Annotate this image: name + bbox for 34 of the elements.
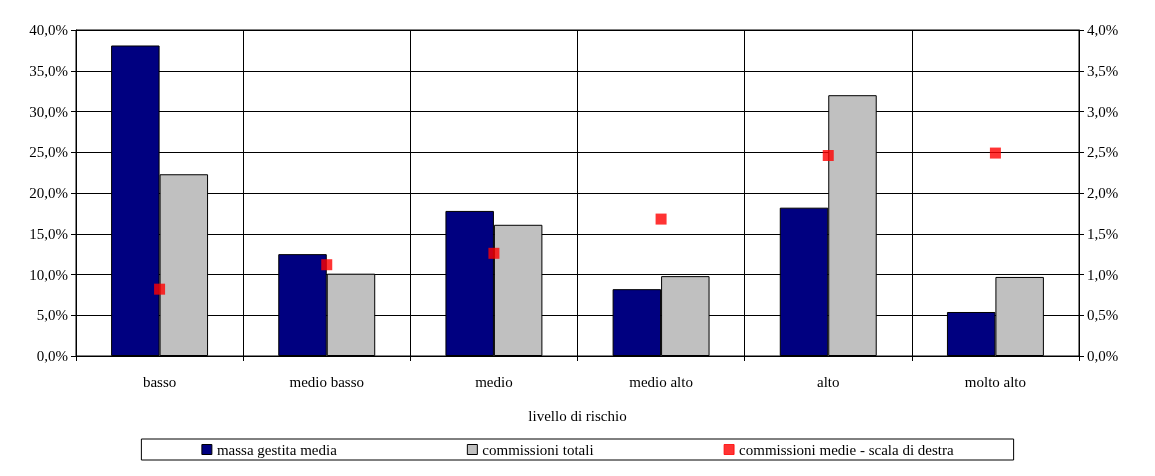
y2-tick-label: 2,0% bbox=[1087, 185, 1119, 201]
y2-tick-label: 1,0% bbox=[1087, 266, 1119, 283]
y2-tick-label: 3,0% bbox=[1087, 103, 1119, 120]
y-tick-label: 25,0% bbox=[29, 144, 68, 161]
y2-tick-label: 3,5% bbox=[1087, 62, 1119, 79]
y2-tick-label: 4,0% bbox=[1087, 22, 1119, 38]
legend-label: commissioni medie - scala di destra bbox=[739, 441, 954, 458]
x-tick-label: basso bbox=[142, 373, 177, 390]
x-tick-label: medio bbox=[475, 373, 513, 390]
x-axis-title: livello di rischio bbox=[528, 407, 627, 424]
y2-tick-label: 2,5% bbox=[1087, 144, 1119, 161]
y-tick-label: 5,0% bbox=[36, 307, 68, 324]
point bbox=[822, 150, 834, 162]
y-tick-label: 30,0% bbox=[29, 103, 68, 120]
x-tick-label: medio basso bbox=[289, 373, 365, 390]
x-tick-label: alto bbox=[817, 373, 840, 390]
y-tick-label: 20,0% bbox=[29, 185, 68, 201]
point bbox=[989, 147, 1001, 159]
x-tick-label: medio alto bbox=[629, 373, 693, 390]
y-tick-label: 35,0% bbox=[29, 62, 68, 79]
y2-tick-label: 0,5% bbox=[1087, 307, 1119, 324]
point bbox=[321, 259, 333, 271]
y-tick-label: 0,0% bbox=[36, 348, 68, 364]
legend-label: commissioni totali bbox=[482, 441, 594, 458]
y2-tick-label: 0,0% bbox=[1087, 348, 1119, 364]
y-tick-label: 15,0% bbox=[29, 225, 68, 242]
point bbox=[488, 247, 500, 259]
y2-tick-label: 1,5% bbox=[1087, 225, 1119, 242]
point bbox=[655, 213, 667, 225]
point bbox=[154, 283, 166, 295]
y-tick-label: 10,0% bbox=[29, 266, 68, 283]
legend-label: massa gestita media bbox=[216, 441, 338, 458]
y-tick-label: 40,0% bbox=[29, 22, 68, 38]
x-tick-label: molto alto bbox=[964, 373, 1027, 390]
